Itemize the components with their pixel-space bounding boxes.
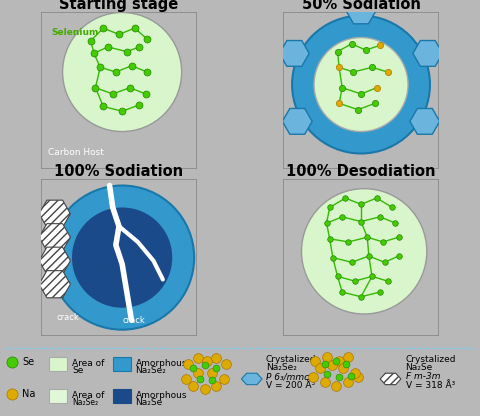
Text: Amorphous: Amorphous	[135, 391, 187, 400]
FancyBboxPatch shape	[49, 357, 67, 371]
FancyBboxPatch shape	[41, 12, 197, 169]
Text: Crystalized: Crystalized	[406, 355, 456, 364]
Text: Se: Se	[72, 366, 84, 375]
Text: Na₂Se₂: Na₂Se₂	[72, 399, 98, 407]
Circle shape	[292, 16, 430, 154]
Circle shape	[314, 37, 408, 131]
Text: Selenium: Selenium	[52, 28, 99, 37]
Text: Na: Na	[22, 389, 36, 399]
Text: Se: Se	[22, 357, 35, 367]
FancyBboxPatch shape	[283, 179, 439, 336]
Title: 100% Desodiation: 100% Desodiation	[286, 164, 436, 179]
FancyBboxPatch shape	[113, 357, 131, 371]
Text: Carbon Host: Carbon Host	[48, 148, 104, 156]
Text: V = 200 Å³: V = 200 Å³	[266, 381, 315, 390]
Text: crack: crack	[56, 313, 79, 322]
Circle shape	[301, 189, 427, 314]
Text: Na₂Se₂: Na₂Se₂	[135, 366, 167, 375]
Text: V = 318 Å³: V = 318 Å³	[406, 381, 455, 390]
Text: Area of: Area of	[72, 391, 105, 400]
Circle shape	[50, 186, 194, 329]
Circle shape	[72, 208, 172, 308]
Title: 50% Sodiation: 50% Sodiation	[301, 0, 420, 12]
Text: crack: crack	[122, 316, 145, 325]
Text: Na₂Se₂: Na₂Se₂	[266, 363, 297, 372]
FancyBboxPatch shape	[41, 179, 197, 336]
Circle shape	[62, 12, 181, 131]
FancyBboxPatch shape	[49, 389, 67, 404]
Text: P 6₃/mmc: P 6₃/mmc	[266, 372, 309, 381]
Text: Na₂Se: Na₂Se	[406, 363, 433, 372]
FancyBboxPatch shape	[283, 12, 439, 169]
Text: F m-3m: F m-3m	[406, 372, 440, 381]
Title: Starting stage: Starting stage	[60, 0, 179, 12]
Text: Area of: Area of	[72, 359, 105, 368]
Title: 100% Sodiation: 100% Sodiation	[54, 164, 183, 179]
Text: Crystalized: Crystalized	[266, 355, 316, 364]
Text: Na₂Se: Na₂Se	[135, 399, 163, 407]
Text: Amorphous: Amorphous	[135, 359, 187, 368]
FancyBboxPatch shape	[113, 389, 131, 404]
